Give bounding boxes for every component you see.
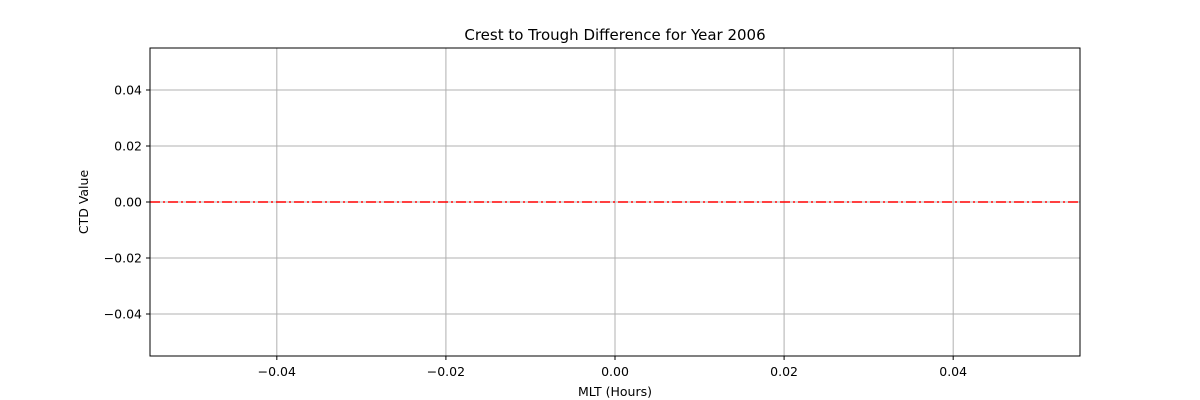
y-tick-label: −0.02 [104, 251, 142, 266]
x-tick-label: −0.04 [258, 364, 296, 379]
y-axis: −0.04 −0.02 0.00 0.02 0.04 [104, 83, 150, 322]
y-tick-label: 0.00 [114, 195, 142, 210]
x-tick-label: 0.00 [601, 364, 629, 379]
x-axis: −0.04 −0.02 0.00 0.02 0.04 [258, 356, 967, 379]
y-tick-label: −0.04 [104, 307, 142, 322]
y-tick-label: 0.02 [114, 139, 142, 154]
grid [150, 48, 1080, 356]
y-tick-label: 0.04 [114, 83, 142, 98]
x-tick-label: 0.04 [939, 364, 967, 379]
chart-title: Crest to Trough Difference for Year 2006 [464, 26, 765, 44]
x-tick-label: 0.02 [770, 364, 798, 379]
x-axis-label: MLT (Hours) [578, 384, 652, 399]
x-tick-label: −0.02 [427, 364, 465, 379]
y-axis-label: CTD Value [76, 170, 91, 235]
